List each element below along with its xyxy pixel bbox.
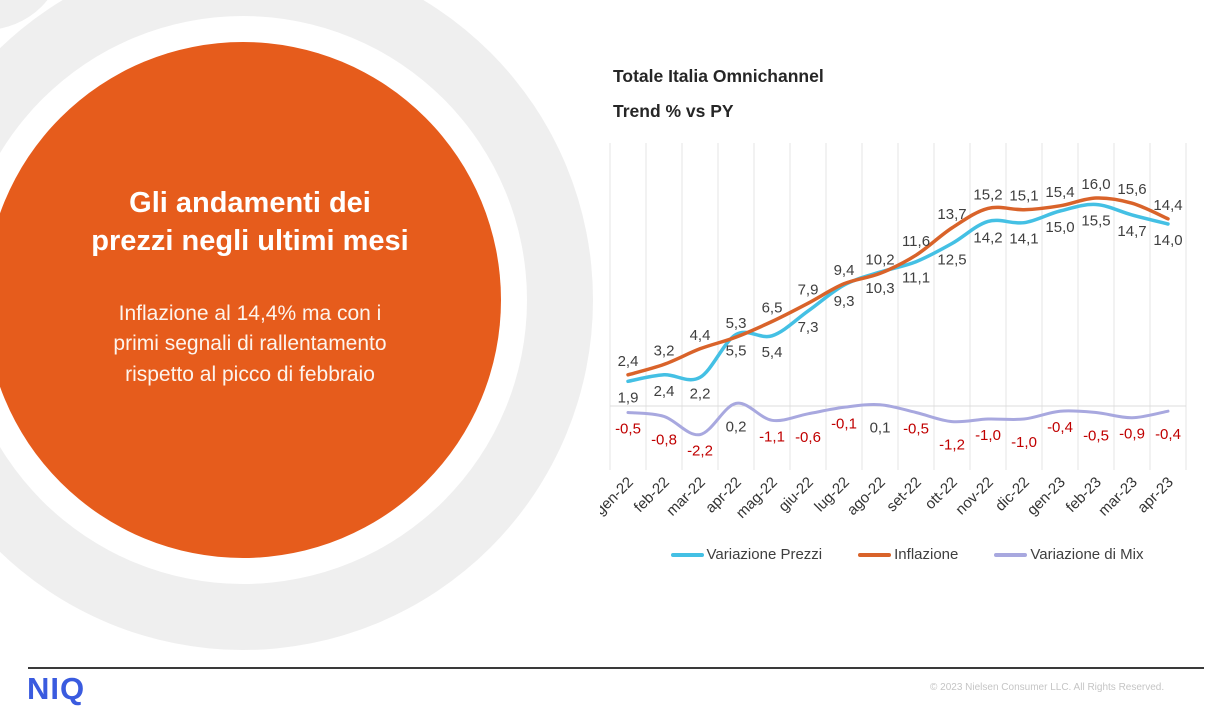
niq-logo: NIQ [27,671,86,706]
x-axis-label: gen-23 [1024,474,1069,519]
x-axis-label: nov-22 [952,474,996,518]
series-line-1 [626,196,1170,377]
prezzi-label: 10,3 [865,280,894,297]
x-axis-label: mar-22 [663,474,709,520]
mix-label: -1,0 [975,427,1001,444]
prezzi-label: 9,3 [834,293,855,310]
inflazione-label: 6,5 [762,300,783,317]
mix-label: -1,1 [759,428,785,445]
prezzi-label: 11,1 [902,270,930,287]
mix-label: -0,6 [795,429,821,446]
inflazione-label: 13,7 [937,206,966,223]
slide-title-line2: prezzi negli ultimi mesi [91,225,409,258]
trend-chart: 2,4 3,2 4,4 5,3 6,5 7,9 9,4 10,2 11,6 13,7 15,2 15,… [600,143,1187,522]
prezzi-label: 14,7 [1117,223,1146,240]
mix-label: -0,8 [651,431,677,448]
slide-subtitle-line1: Inflazione al 14,4% ma con i [118,301,382,325]
copyright-text: © 2023 Nielsen Consumer LLC. All Rights … [930,682,1165,693]
slide-subtitle-line2: primi segnali di rallentamento [113,332,387,356]
mix-label: 0,2 [726,418,747,435]
inflazione-label: 16,0 [1081,176,1110,193]
series-line-2 [626,401,1170,437]
inflazione-label: 7,9 [798,281,819,298]
x-axis-label: set-22 [883,474,925,516]
legend-label: Variazione Prezzi [706,546,823,563]
legend-label: Inflazione [894,546,959,563]
mix-label: -0,9 [1119,426,1145,443]
prezzi-label: 14,1 [1009,231,1038,248]
prezzi-label: 2,4 [654,383,675,400]
orange-hero-circle [0,42,501,558]
prezzi-label: 15,0 [1045,219,1074,236]
legend-line-icon [858,552,892,557]
chart-subtitle: Trend % vs PY [613,101,734,121]
inflazione-label: 15,2 [973,186,1002,203]
legend-item-2: Variazione di Mix [994,546,1143,563]
x-axis-label: mar-23 [1095,474,1141,520]
inflazione-label: 2,4 [618,353,639,370]
mix-label: -0,5 [615,421,641,438]
slide-subtitle: Inflazione al 14,4% ma con i primi segnal… [55,299,445,391]
inflazione-label: 5,3 [726,315,747,332]
x-axis-label: gen-22 [600,474,637,519]
legend-item-1: Inflazione [858,546,958,563]
slide-subtitle-line3: rispetto al picco di febbraio [125,362,375,386]
inflazione-label: 15,1 [1009,188,1038,205]
slide-title-line1: Gli andamenti dei [129,187,371,219]
mix-label: -0,5 [903,421,929,438]
mix-label: -0,1 [831,415,857,432]
x-axis-label: apr-23 [1134,474,1177,517]
prezzi-label: 1,9 [618,389,639,406]
prezzi-label: 2,2 [690,385,711,402]
chart-heading: Totale Italia Omnichannel Trend % vs PY [613,66,824,136]
mix-label: -1,0 [1011,434,1037,451]
mix-label: -0,5 [1083,428,1109,445]
inflazione-label: 15,6 [1117,181,1146,198]
x-axis-label: mag-22 [733,474,781,522]
inflazione-label: 15,4 [1045,184,1074,201]
mix-label: -2,2 [687,443,713,460]
hero-text-block: Gli andamenti dei prezzi negli ultimi mes… [55,184,445,391]
legend-line-icon [670,552,704,557]
chart-title: Totale Italia Omnichannel [613,66,824,86]
inflazione-label: 3,2 [654,342,675,359]
x-axis-label: ago-22 [844,474,889,519]
legend-item-0: Variazione Prezzi [670,546,823,563]
mix-label: 0,1 [870,420,891,437]
slide-title: Gli andamenti dei prezzi negli ultimi mes… [55,184,445,261]
prezzi-label: 15,5 [1081,213,1110,230]
prezzi-label: 5,5 [726,343,747,360]
legend-label: Variazione di Mix [1030,546,1144,563]
legend-line-icon [994,552,1028,557]
prezzi-label: 14,0 [1153,232,1182,249]
prezzi-label: 14,2 [973,229,1002,246]
mix-label: -1,2 [939,437,965,454]
mix-label: -0,4 [1155,426,1181,443]
prezzi-label: 5,4 [762,344,783,361]
inflazione-label: 9,4 [834,262,855,279]
inflazione-label: 4,4 [690,327,711,344]
inflazione-label: 14,4 [1153,197,1182,214]
prezzi-label: 7,3 [798,319,819,336]
prezzi-label: 12,5 [937,252,966,269]
inflazione-label: 10,2 [865,251,894,268]
footer-divider [28,667,1204,669]
x-axis-label: giu-22 [775,474,817,516]
chart-legend: Variazione Prezzi Inflazione Variazione di… [600,546,1214,563]
mix-label: -0,4 [1047,419,1073,436]
inflazione-label: 11,6 [902,233,930,250]
